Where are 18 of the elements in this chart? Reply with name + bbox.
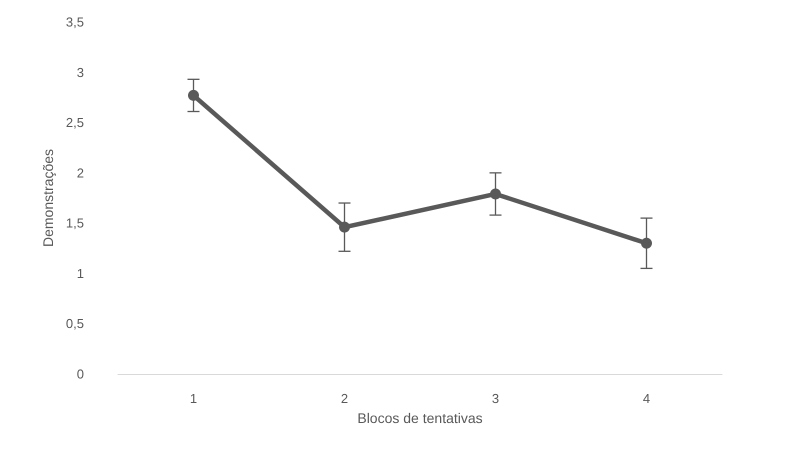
y-tick-label: 0	[76, 366, 84, 382]
x-tick-label: 3	[492, 391, 500, 406]
y-tick-label: 2	[76, 165, 84, 180]
y-tick-label: 3	[76, 64, 84, 80]
y-tick-label: 1,5	[66, 216, 84, 231]
y-tick-label: 1	[76, 266, 84, 281]
point	[641, 238, 652, 249]
y-tick-label: 0,5	[66, 316, 84, 332]
x-tick-label: 1	[190, 391, 198, 406]
y-axis-title: Demonstrações	[40, 148, 56, 248]
point	[490, 188, 501, 200]
point	[188, 90, 199, 101]
x-tick-label: 4	[642, 391, 650, 406]
point	[339, 222, 350, 233]
x-axis-title: Blocos de tentativas	[357, 410, 483, 426]
y-tick-label: 3,5	[66, 14, 84, 30]
x-tick-label: 2	[340, 391, 348, 406]
y-tick-label: 2,5	[66, 115, 84, 130]
